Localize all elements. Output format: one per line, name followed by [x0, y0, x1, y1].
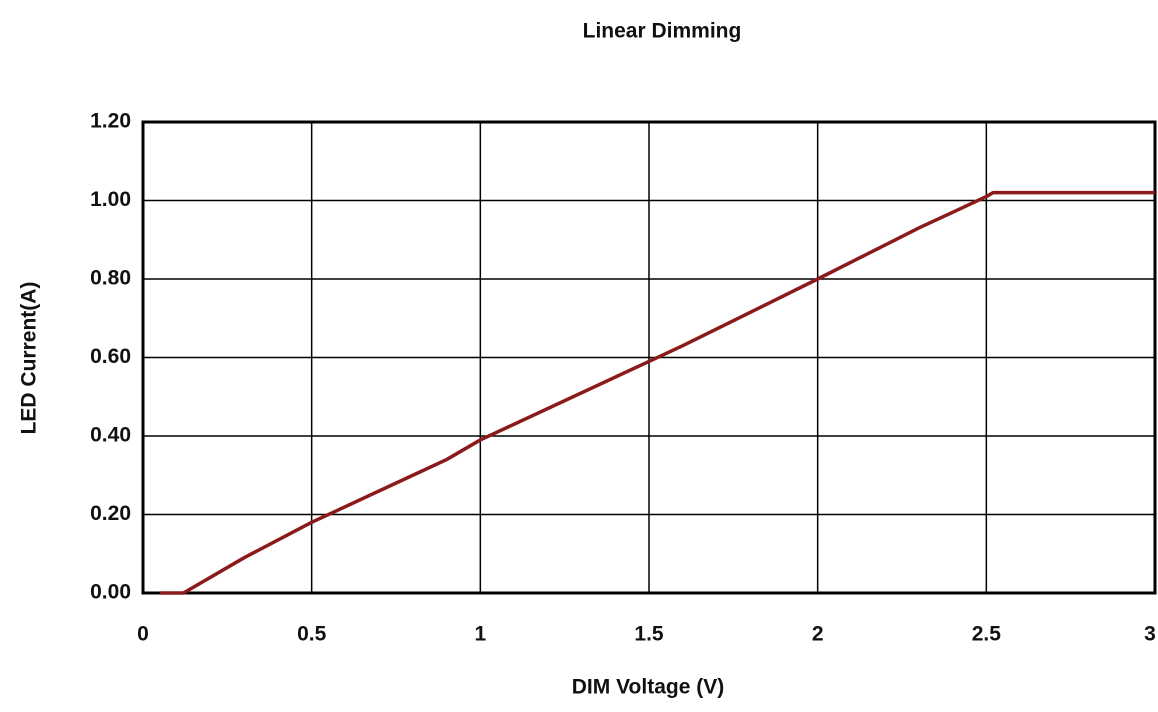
y-tick-label: 0.00	[90, 581, 131, 604]
y-tick-label: 1.00	[90, 188, 131, 211]
y-tick-label: 0.40	[90, 424, 131, 447]
data-line	[159, 190, 1155, 595]
y-axis-label: LED Current(A)	[18, 282, 41, 435]
y-tick-label: 0.20	[90, 502, 131, 525]
x-tick-label: 2.5	[972, 623, 1002, 646]
x-tick-label: 0	[137, 623, 149, 646]
x-tick-label: 3	[1144, 623, 1156, 646]
y-tick-label: 0.80	[90, 267, 131, 290]
y-tick-label: 1.20	[90, 110, 131, 133]
x-tick-label: 1	[474, 623, 486, 646]
x-tick-label: 0.5	[297, 623, 327, 646]
x-axis-label: DIM Voltage (V)	[572, 676, 724, 699]
x-tick-label: 2	[812, 623, 824, 646]
y-tick-label: 0.60	[90, 345, 131, 368]
x-tick-label: 1.5	[634, 623, 664, 646]
chart-title: Linear Dimming	[583, 20, 742, 43]
plot-frame	[141, 120, 1157, 595]
